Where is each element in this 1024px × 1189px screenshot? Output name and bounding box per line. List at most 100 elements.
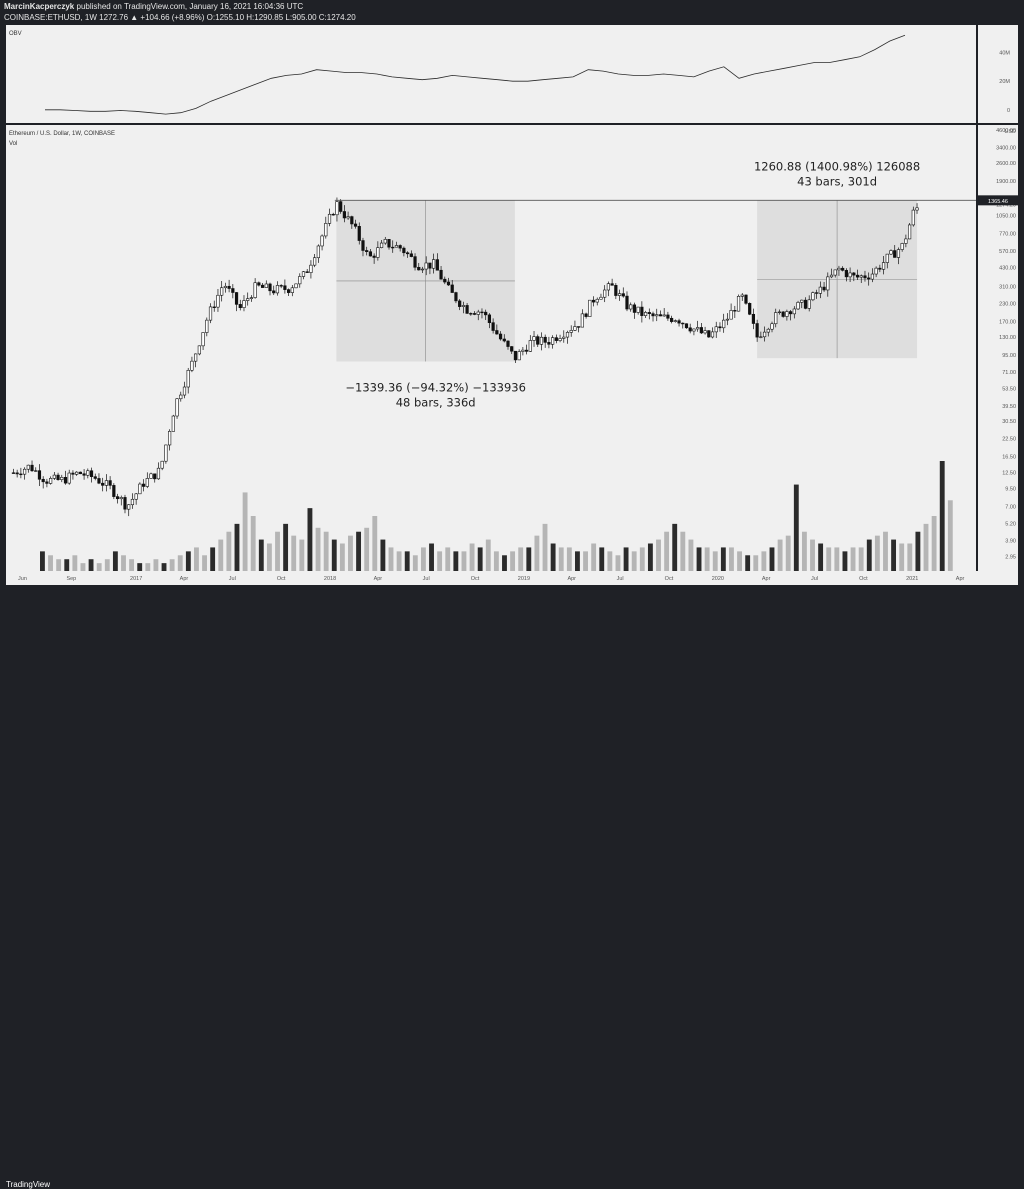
volume-bar xyxy=(129,559,135,571)
candle-body xyxy=(781,311,785,317)
candle-body xyxy=(759,336,763,338)
volume-bar xyxy=(323,531,329,571)
volume-bar xyxy=(874,535,880,571)
candle-body xyxy=(175,398,179,417)
volume-bar xyxy=(307,508,313,571)
chart-svg: OBV Ethereum / U.S. Dollar, 1W, COINBASE… xyxy=(9,31,1018,582)
volume-bar xyxy=(891,539,897,571)
candle-body xyxy=(885,253,889,263)
volume-bar xyxy=(72,555,78,571)
obv-panel[interactable] xyxy=(6,25,976,123)
price-tick-label: 7.00 xyxy=(1005,504,1016,510)
volume-bar xyxy=(429,543,434,571)
candle-body xyxy=(141,483,146,487)
candle-body xyxy=(562,336,566,339)
price-tick-label: 71.00 xyxy=(1002,370,1016,376)
candle-body xyxy=(383,239,387,244)
candle-body xyxy=(171,415,175,432)
volume-bar xyxy=(883,531,888,571)
volume-bar xyxy=(80,563,86,571)
candle-body xyxy=(777,311,782,314)
candle-body xyxy=(547,342,551,345)
candle-body xyxy=(736,296,741,312)
candle-body xyxy=(52,474,56,479)
author-name[interactable]: MarcinKacperczyk xyxy=(4,2,75,11)
price-tick-label: 3.90 xyxy=(1005,538,1016,544)
volume-bar xyxy=(566,547,572,571)
candle-body xyxy=(260,284,265,288)
volume-bar xyxy=(331,539,337,571)
candle-body xyxy=(837,267,841,271)
candle-body xyxy=(287,289,291,293)
candle-body xyxy=(75,471,79,475)
candle-body xyxy=(510,346,514,352)
price-axis-ticks: 2.95 3.90 5.20 7.00 9.50 12.50 16.50 22.50 30.50… xyxy=(996,128,1016,561)
volume-bar xyxy=(915,531,921,571)
time-axis[interactable] xyxy=(6,571,1018,585)
candle-body xyxy=(551,337,555,345)
candle-body xyxy=(316,245,320,259)
volume-bar xyxy=(672,523,678,571)
candle-body xyxy=(677,320,681,324)
candle-body xyxy=(41,478,45,483)
obv-price-axis[interactable] xyxy=(978,25,1018,123)
volume-bar xyxy=(137,563,143,571)
candle-body xyxy=(201,332,205,347)
candle-body xyxy=(309,264,313,273)
candle-body xyxy=(629,304,633,310)
volume-bar xyxy=(445,547,451,571)
candle-body xyxy=(264,283,268,288)
volume-label: Vol xyxy=(9,141,17,147)
volume-bar xyxy=(850,547,856,571)
volume-bar xyxy=(761,551,767,571)
candle-body xyxy=(733,310,737,312)
time-tick-label: 2019 xyxy=(518,576,530,582)
candle-body xyxy=(577,326,581,328)
candle-body xyxy=(208,306,213,321)
candle-body xyxy=(889,250,893,255)
price-tick-label: 30.50 xyxy=(1002,419,1016,425)
candle-body xyxy=(458,300,462,307)
candle-body xyxy=(480,311,484,314)
measure-zones xyxy=(336,200,918,362)
volume-bar xyxy=(712,551,718,571)
candle-body xyxy=(640,306,644,316)
candle-body xyxy=(498,333,503,340)
candle-body xyxy=(238,304,242,308)
volume-bar xyxy=(818,543,824,571)
price-tick-label: 130.00 xyxy=(999,335,1016,341)
candle-body xyxy=(476,311,480,315)
candle-body xyxy=(56,474,60,480)
price-tick-label: 230.00 xyxy=(999,302,1016,308)
candle-body xyxy=(599,296,603,300)
footer-bar: TradingView xyxy=(0,588,1024,1189)
candle-body xyxy=(123,497,127,510)
volume-bar xyxy=(745,555,751,571)
candle-body xyxy=(610,283,614,286)
candle-body xyxy=(339,201,343,212)
tradingview-logo[interactable]: TradingView xyxy=(6,1180,51,1189)
candle-body xyxy=(539,336,544,345)
candle-body xyxy=(194,353,198,362)
price-tick-label: 95.00 xyxy=(1002,353,1016,359)
volume-bar xyxy=(518,547,524,571)
candle-body xyxy=(558,338,562,341)
volume-bar xyxy=(583,551,588,571)
candle-body xyxy=(413,256,417,268)
candle-body xyxy=(145,478,149,487)
candle-body xyxy=(874,267,878,275)
candle-body xyxy=(301,271,306,277)
resistance-price-tag-bg xyxy=(978,195,1018,206)
candle-body xyxy=(907,224,912,240)
candle-body xyxy=(748,303,752,315)
candle-body xyxy=(867,277,871,280)
candle-body xyxy=(826,276,830,291)
candle-body xyxy=(424,262,428,270)
volume-bar xyxy=(737,551,742,571)
volume-bar xyxy=(453,551,459,571)
volume-bar xyxy=(607,551,613,571)
candle-body xyxy=(722,319,726,329)
candle-body xyxy=(740,294,744,297)
volume-bar xyxy=(339,543,345,571)
